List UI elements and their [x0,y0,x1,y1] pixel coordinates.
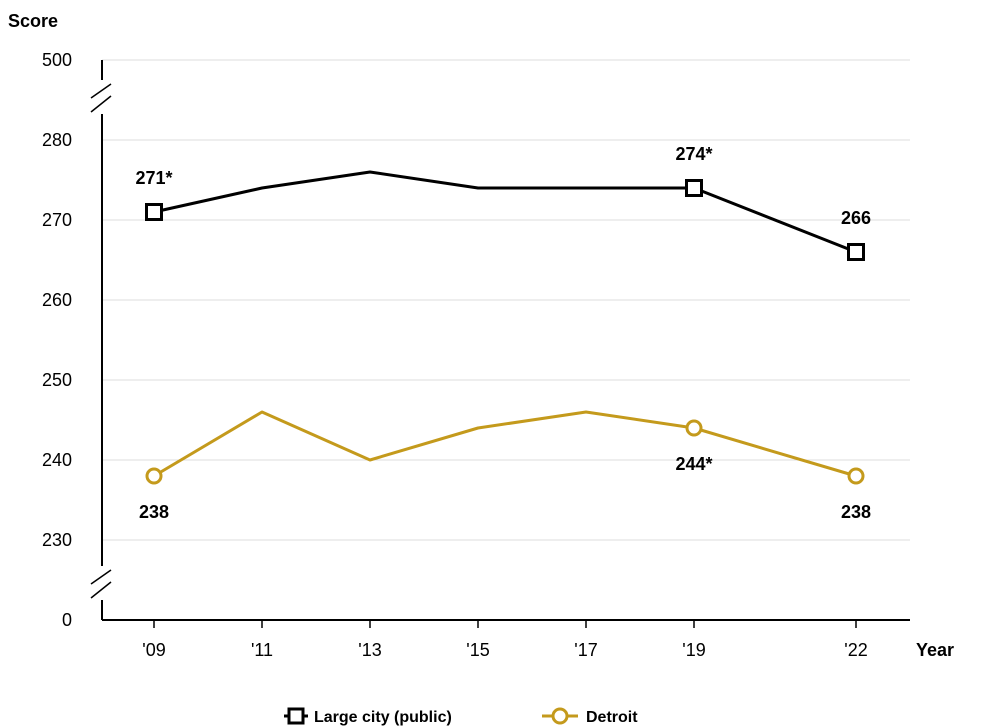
y-axis-title: Score [8,11,58,31]
axis-break-mark [90,95,112,113]
x-tick-label: '22 [844,640,867,660]
x-axis-title: Year [916,640,954,660]
axis-break-mark [90,581,112,599]
axis-break-mark [90,83,112,99]
legend-item: Large city (public) [284,707,452,726]
legend-label: Detroit [586,709,638,726]
data-point-marker [847,467,865,485]
data-point-marker [685,179,703,197]
y-tick-label: 270 [42,210,72,230]
data-label: 274* [675,144,712,164]
data-point-marker [685,419,703,437]
series-line-0 [153,170,857,254]
x-tick-label: '11 [251,640,273,660]
data-label: 238 [841,502,871,522]
data-labels: 271* 274* 266 238 244* 238 [135,144,871,522]
series-layer [145,170,865,485]
axes [90,60,910,628]
y-tick-label: 500 [42,50,72,70]
y-tick-label: 0 [62,610,72,630]
x-tick-label: '13 [358,640,381,660]
y-tick-label: 280 [42,130,72,150]
y-tick-label: 240 [42,450,72,470]
data-label: 244* [675,454,712,474]
data-point-marker [145,203,163,221]
x-tick-labels: '09 '11 '13 '15 '17 '19 '22 [142,640,867,660]
data-label: 266 [841,208,871,228]
legend-item: Detroit [542,707,638,726]
data-label: 271* [135,168,172,188]
data-label: 238 [139,502,169,522]
y-tick-label: 260 [42,290,72,310]
data-point-marker [847,243,865,261]
grid-lines [102,59,910,541]
x-tick-label: '09 [142,640,165,660]
y-tick-label: 230 [42,530,72,550]
series-line-1 [153,410,857,478]
legend-circle-marker [551,707,569,725]
x-tick-label: '15 [466,640,489,660]
y-tick-label: 250 [42,370,72,390]
legend: Large city (public) Detroit [284,707,638,726]
legend-label: Large city (public) [314,709,452,726]
data-point-marker [145,467,163,485]
axis-break-mark [90,569,112,585]
x-tick-label: '19 [682,640,705,660]
y-tick-labels: 500 280 270 260 250 240 230 0 [42,50,72,630]
x-tick-label: '17 [574,640,597,660]
legend-square-marker [287,707,305,725]
